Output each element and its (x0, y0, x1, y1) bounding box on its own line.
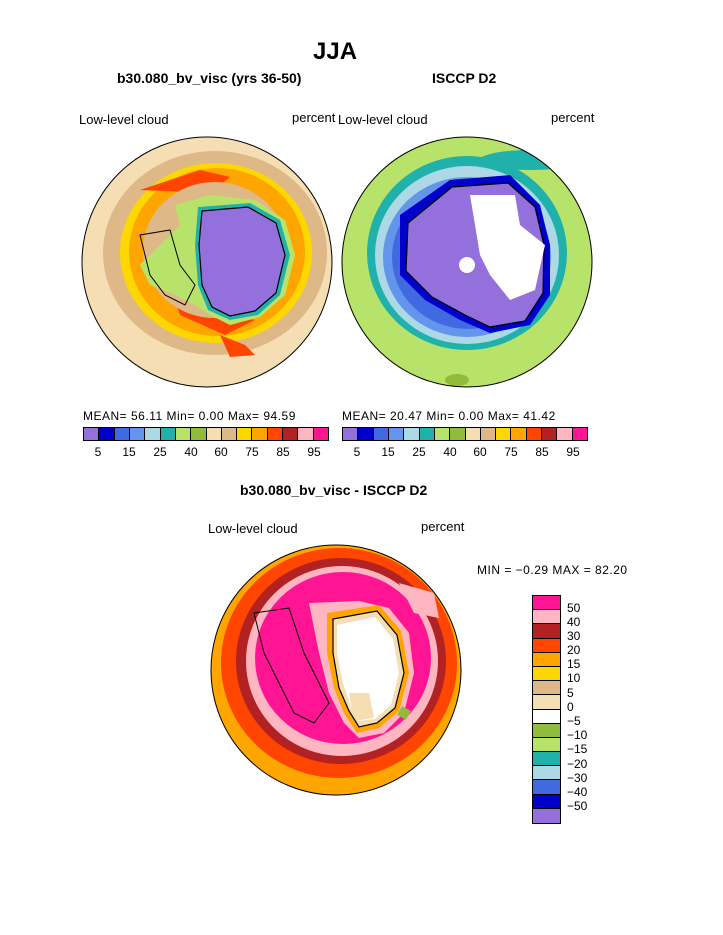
tick-label: 85 (535, 445, 549, 459)
tick-label: −15 (567, 742, 588, 756)
diff-units-label: percent (421, 519, 465, 534)
left-colorbar (83, 427, 329, 441)
tick-label: 60 (473, 445, 487, 459)
tick-label: 50 (567, 601, 581, 615)
tick-label: 95 (307, 445, 321, 459)
tick-label: 75 (245, 445, 259, 459)
tick-label: 15 (122, 445, 136, 459)
tick-label: 5 (94, 445, 102, 459)
tick-label: 5 (567, 686, 574, 700)
left-polar-map (81, 136, 333, 388)
tick-label: 5 (353, 445, 361, 459)
page-title: JJA (313, 38, 358, 65)
tick-label: −40 (567, 785, 588, 799)
left-subtitle: b30.080_bv_visc (yrs 36-50) (117, 70, 302, 86)
left-units-label: percent (292, 110, 336, 125)
right-colorbar (342, 427, 588, 441)
right-subtitle: ISCCP D2 (432, 70, 497, 86)
tick-label: −50 (567, 799, 588, 813)
tick-label: −30 (567, 771, 588, 785)
tick-label: 10 (567, 671, 581, 685)
tick-label: 75 (504, 445, 518, 459)
tick-label: 40 (184, 445, 198, 459)
right-polar-map (341, 136, 593, 388)
tick-label: 85 (276, 445, 290, 459)
diff-variable-label: Low-level cloud (208, 521, 298, 536)
tick-label: −5 (567, 714, 581, 728)
diff-colorbar (532, 595, 561, 824)
left-stats: MEAN= 56.11 Min= 0.00 Max= 94.59 (83, 409, 296, 423)
tick-label: 15 (567, 657, 581, 671)
tick-label: 40 (443, 445, 457, 459)
tick-label: 30 (567, 629, 581, 643)
diff-polar-map (210, 544, 462, 796)
left-variable-label: Low-level cloud (79, 112, 169, 127)
tick-label: −10 (567, 728, 588, 742)
tick-label: 95 (566, 445, 580, 459)
tick-label: 60 (214, 445, 228, 459)
right-stats: MEAN= 20.47 Min= 0.00 Max= 41.42 (342, 409, 556, 423)
tick-label: 25 (412, 445, 426, 459)
right-variable-label: Low-level cloud (338, 112, 428, 127)
right-units-label: percent (551, 110, 595, 125)
tick-label: −20 (567, 757, 588, 771)
diff-stats: MIN = −0.29 MAX = 82.20 (477, 563, 628, 577)
tick-label: 15 (381, 445, 395, 459)
tick-label: 20 (567, 643, 581, 657)
tick-label: 40 (567, 615, 581, 629)
tick-label: 0 (567, 700, 574, 714)
tick-label: 25 (153, 445, 167, 459)
diff-subtitle: b30.080_bv_visc - ISCCP D2 (240, 482, 428, 498)
